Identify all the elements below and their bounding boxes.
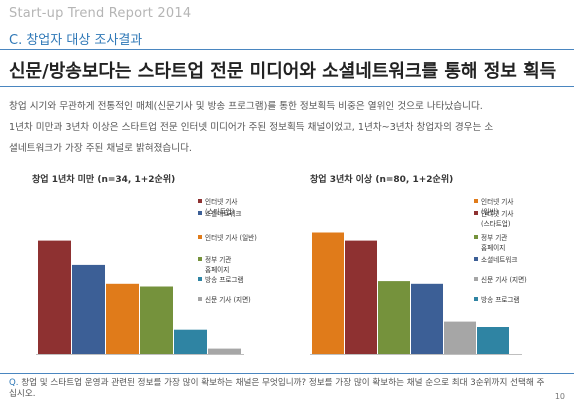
legend-label: 인터넷 기사 (스타트업) (205, 198, 238, 216)
bar-1-3 (106, 283, 139, 354)
body-line: 1년차 미만과 3년차 이상은 스타트업 전문 인터넷 미디어가 주된 정보획득… (9, 122, 494, 133)
bar-1-1 (38, 240, 71, 354)
legend-swatch (198, 211, 202, 215)
bar-2-2 (345, 240, 377, 354)
chart-2-title: 창업 3년차 이상 (n=80, 1+2순위) (310, 175, 454, 185)
bar-2-6 (477, 327, 509, 354)
bar-2-5 (444, 321, 476, 354)
legend-label: 인터넷 기사 (스타트업) (481, 210, 514, 228)
section-divider (0, 49, 574, 50)
bar-1-5 (174, 329, 207, 354)
legend-swatch (198, 235, 202, 239)
bar-1-4 (140, 286, 173, 354)
question-text: 창업 및 스타트업 운영과 관련된 정보를 가장 많이 확보하는 채널은 무엇입… (9, 378, 545, 399)
legend-swatch (474, 297, 478, 301)
report-title: Start-up Trend Report 2014 (9, 6, 192, 21)
page-number: 10 (554, 392, 565, 401)
survey-question: Q. 창업 및 스타트업 운영과 관련된 정보를 가장 많이 확보하는 채널은 … (9, 378, 549, 400)
question-label: Q. (9, 378, 19, 388)
legend-swatch (474, 235, 478, 239)
legend-label: 인터넷 기사 (일반) (205, 234, 257, 242)
legend-label: 소셜네트워크 (205, 210, 242, 218)
legend-swatch (198, 277, 202, 281)
legend-label: 인터넷 기사 (일반) (481, 198, 514, 216)
legend-label: 방송 프로그램 (481, 296, 520, 304)
bar-1-2 (72, 264, 105, 354)
legend-swatch (474, 211, 478, 215)
bar-2-4 (411, 283, 443, 354)
legend-label: 정부 기관 홈페이지 (205, 256, 232, 274)
legend-swatch (198, 257, 202, 261)
bar-1-6 (208, 348, 241, 354)
headline-divider (0, 86, 574, 87)
legend-swatch (198, 199, 202, 203)
legend-label: 방송 프로그램 (205, 276, 244, 284)
body-text: 창업 시기와 무관하게 전통적인 매체(신문기사 및 방송 프로그램)를 통한 … (9, 96, 569, 159)
headline: 신문/방송보다는 스타트업 전문 미디어와 소셜네트워크를 통해 정보 획득 (9, 61, 557, 82)
bar-2-3 (378, 281, 410, 354)
legend-label: 소셜네트워크 (481, 256, 518, 264)
legend-swatch (474, 199, 478, 203)
bar-2-1 (312, 232, 344, 354)
legend-swatch (198, 297, 202, 301)
chart-1-title: 창업 1년차 미만 (n=34, 1+2순위) (32, 175, 176, 185)
footer-divider (0, 373, 574, 374)
legend-swatch (474, 277, 478, 281)
legend-label: 정부 기관 홈페이지 (481, 234, 508, 252)
legend-label: 신문 기사 (지면) (205, 296, 251, 304)
body-line: 셜네트워크가 가장 주된 채널로 밝혀졌습니다. (9, 143, 192, 154)
legend-swatch (474, 257, 478, 261)
section-title: C. 창업자 대상 조사결과 (9, 33, 143, 48)
legend-label: 신문 기사 (지면) (481, 276, 527, 284)
body-line: 창업 시기와 무관하게 전통적인 매체(신문기사 및 방송 프로그램)를 통한 … (9, 101, 483, 112)
